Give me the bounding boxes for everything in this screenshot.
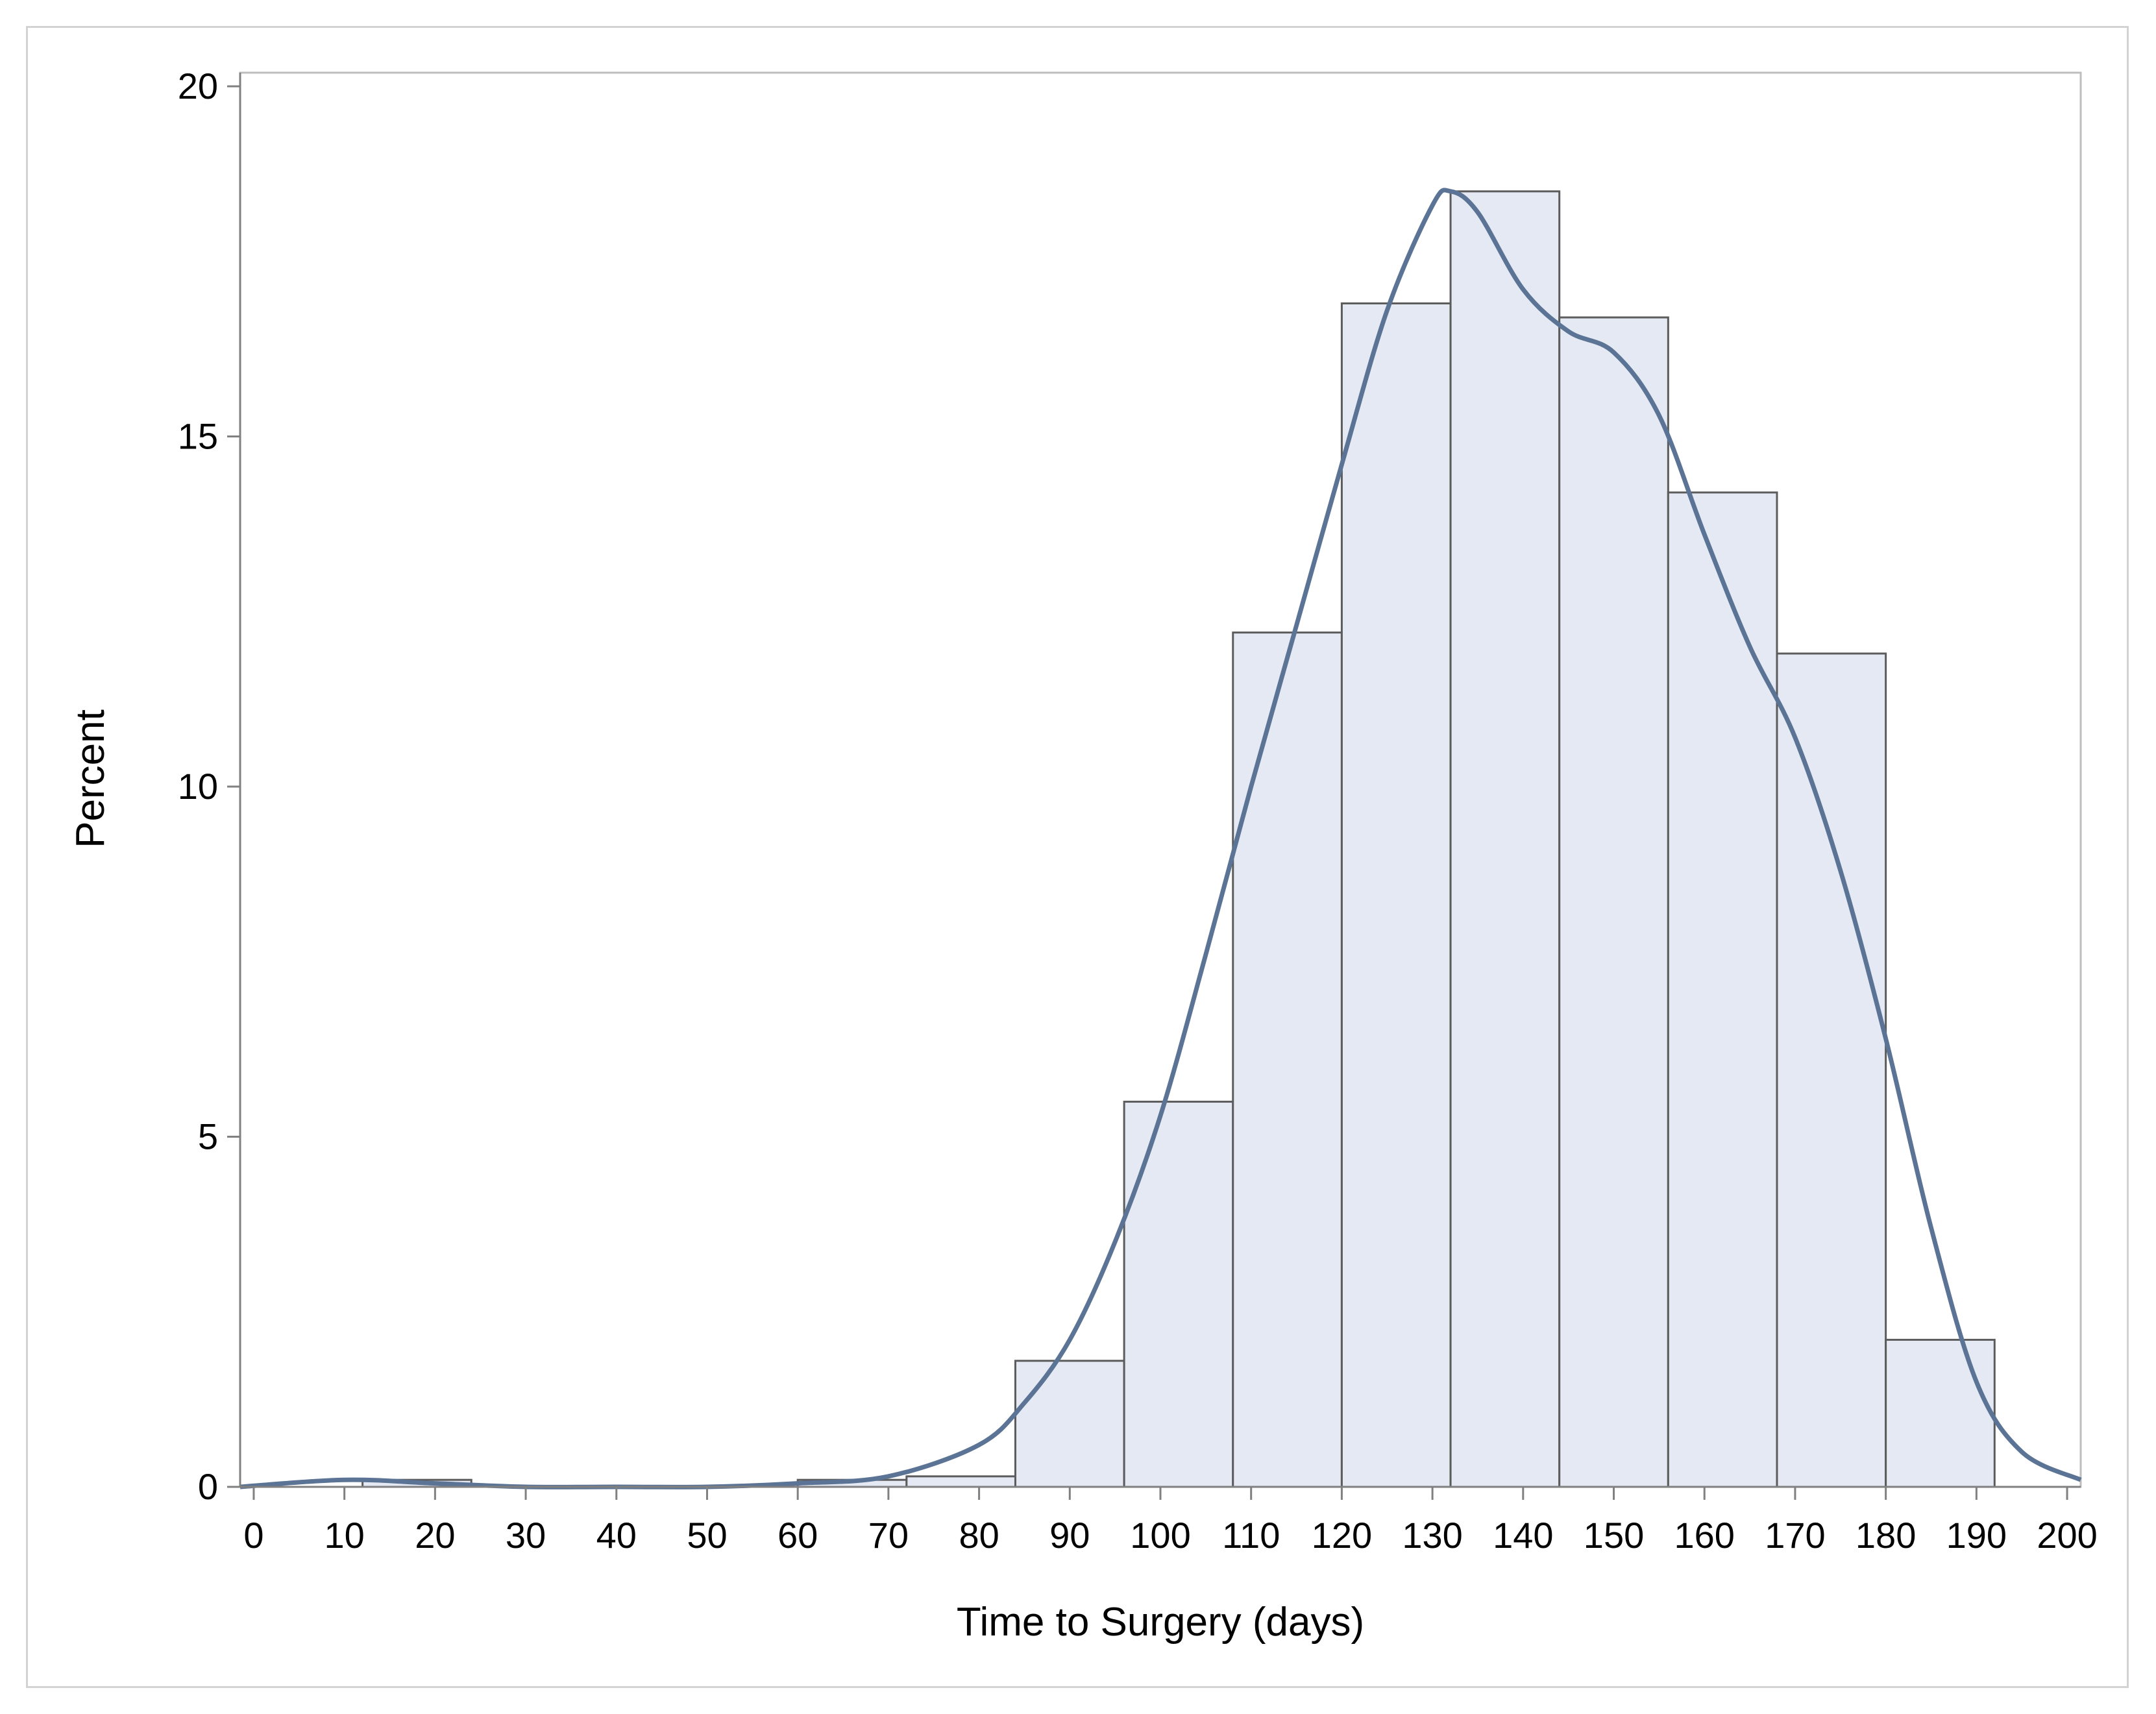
y-tick-label: 10 xyxy=(178,766,218,807)
x-tick-label: 90 xyxy=(1049,1515,1090,1556)
x-axis-title: Time to Surgery (days) xyxy=(957,1600,1364,1645)
x-tick-label: 50 xyxy=(687,1515,727,1556)
x-tick-label: 10 xyxy=(325,1515,365,1556)
histogram-bar xyxy=(1776,652,1887,1488)
histogram-bar xyxy=(1340,302,1452,1488)
histogram-bar xyxy=(1123,1101,1234,1488)
x-tick-label: 60 xyxy=(778,1515,818,1556)
x-tick-label: 180 xyxy=(1856,1515,1916,1556)
x-tick-label: 140 xyxy=(1493,1515,1553,1556)
y-tick-label: 20 xyxy=(178,66,218,106)
density-curve xyxy=(239,188,2082,1489)
x-tick-label: 80 xyxy=(959,1515,999,1556)
histogram-bar xyxy=(1667,491,1778,1488)
y-tick-label: 15 xyxy=(178,416,218,457)
y-tick-label: 0 xyxy=(198,1466,218,1507)
x-tick-label: 40 xyxy=(596,1515,637,1556)
x-tick-label: 200 xyxy=(2037,1515,2097,1556)
y-axis: 0 5 10 15 20 xyxy=(178,66,241,1507)
x-tick-label: 20 xyxy=(415,1515,455,1556)
x-tick-label: 70 xyxy=(868,1515,909,1556)
x-axis: 0 10 20 30 40 50 60 70 80 90 100 110 120 130 140 150 160… xyxy=(240,1486,2098,1556)
histogram-bar xyxy=(1232,631,1343,1488)
histogram-bar xyxy=(1558,316,1669,1488)
x-tick-label: 190 xyxy=(1946,1515,2007,1556)
x-tick-label: 100 xyxy=(1130,1515,1190,1556)
histogram-bar xyxy=(905,1475,1016,1488)
x-tick-label: 170 xyxy=(1765,1515,1825,1556)
histogram-bar xyxy=(1885,1338,1996,1488)
x-tick-label: 0 xyxy=(243,1515,263,1556)
histogram-bar xyxy=(1449,190,1561,1488)
x-tick-label: 110 xyxy=(1222,1515,1280,1556)
x-tick-label: 150 xyxy=(1584,1515,1644,1556)
x-tick-label: 120 xyxy=(1312,1515,1372,1556)
x-tick-label: 130 xyxy=(1402,1515,1462,1556)
histogram-bar xyxy=(1014,1360,1125,1488)
y-axis-title: Percent xyxy=(68,709,113,848)
x-tick-label: 30 xyxy=(506,1515,546,1556)
histogram-bars xyxy=(361,190,1996,1488)
x-tick-label: 160 xyxy=(1674,1515,1735,1556)
y-tick-label: 5 xyxy=(198,1116,218,1157)
